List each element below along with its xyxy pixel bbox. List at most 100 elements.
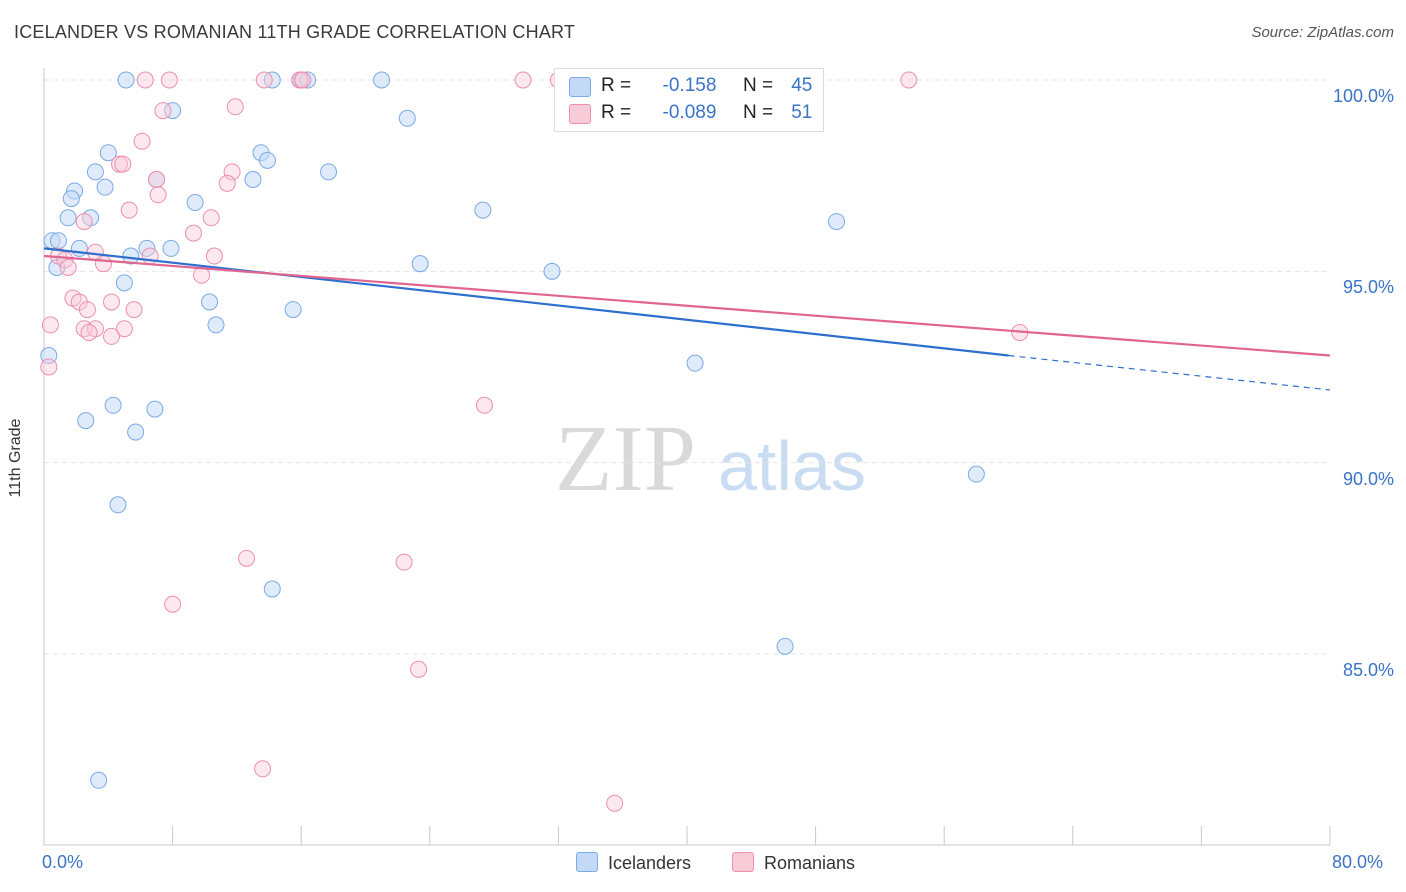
- romanians-legend-label: Romanians: [764, 853, 856, 873]
- watermark: ZIP atlas: [555, 407, 866, 511]
- romanians-point: [125, 301, 143, 319]
- icelanders-legend-label: Icelanders: [608, 853, 692, 873]
- romanians-point: [900, 71, 918, 89]
- icelanders-point: [543, 262, 561, 280]
- romanians-point: [136, 71, 154, 89]
- icelanders-point: [398, 109, 416, 127]
- romanians-point: [115, 320, 133, 338]
- icelanders-point: [967, 465, 985, 483]
- romanians-point: [94, 255, 112, 273]
- chart-title: ICELANDER VS ROMANIAN 11TH GRADE CORRELA…: [14, 22, 576, 42]
- icelanders-point: [127, 423, 145, 441]
- icelanders-point: [686, 354, 704, 372]
- romanians-point: [114, 155, 132, 173]
- icelanders-point: [104, 396, 122, 414]
- icelanders-point: [284, 301, 302, 319]
- icelanders-point: [99, 144, 117, 162]
- icelanders-legend-swatch: [576, 852, 598, 872]
- icelanders-point: [77, 412, 95, 430]
- r-label: R =: [601, 75, 632, 96]
- romanians-point: [226, 98, 244, 116]
- romanians-point: [218, 174, 236, 192]
- y-tick-label: 85.0%: [1342, 660, 1394, 680]
- romanians-swatch: [569, 104, 591, 124]
- icelanders-point: [59, 209, 77, 227]
- bottom-legend-icelanders: Icelanders: [576, 852, 691, 874]
- romanians-r: -0.089: [662, 102, 717, 123]
- icelanders-point: [62, 190, 80, 208]
- icelanders-point: [244, 170, 262, 188]
- romanians-point: [238, 549, 256, 567]
- icelanders-point: [146, 400, 164, 418]
- n-label: N =: [742, 75, 774, 96]
- icelanders-point: [117, 71, 135, 89]
- romanians-point: [606, 794, 624, 812]
- romanians-point: [103, 327, 121, 345]
- romanians-point: [294, 71, 312, 89]
- icelanders-point: [263, 580, 281, 598]
- romanians-point: [103, 293, 121, 311]
- icelanders-point: [90, 771, 108, 789]
- romanians-point: [255, 71, 273, 89]
- romanians-point: [395, 553, 413, 571]
- romanians-point: [154, 102, 172, 120]
- romanians-point: [59, 259, 77, 277]
- n-label: N =: [742, 102, 774, 123]
- x-tick-min: 0.0%: [42, 852, 84, 872]
- source-label: Source: ZipAtlas.com: [1251, 24, 1394, 41]
- icelanders-point: [474, 201, 492, 219]
- bottom-legend-romanians: Romanians: [732, 852, 855, 874]
- romanians-point: [133, 132, 151, 150]
- icelanders-r: -0.158: [662, 75, 717, 96]
- romanians-legend-swatch: [732, 852, 754, 872]
- romanians-trendline: [43, 254, 1331, 357]
- stats-legend: R = -0.158 N = 45 R = -0.089 N = 51: [554, 68, 824, 132]
- icelanders-point: [258, 151, 276, 169]
- y-tick-label: 95.0%: [1342, 277, 1394, 298]
- icelanders-point: [86, 163, 104, 181]
- romanians-point: [40, 358, 58, 376]
- icelanders-point: [164, 102, 182, 120]
- icelanders-trendline-extension: [1008, 354, 1331, 391]
- icelanders-point: [201, 293, 219, 311]
- x-tick-max: 80.0%: [1332, 852, 1384, 872]
- romanians-point: [205, 247, 223, 265]
- icelanders-point: [162, 239, 180, 257]
- romanians-point: [475, 396, 493, 414]
- romanians-point: [149, 186, 167, 204]
- romanians-point: [202, 209, 220, 227]
- romanians-point: [164, 595, 182, 613]
- icelanders-swatch: [569, 77, 591, 97]
- romanians-point: [514, 71, 532, 89]
- icelanders-point: [109, 496, 127, 514]
- icelanders-point: [96, 178, 114, 196]
- icelanders-point: [207, 316, 225, 334]
- icelanders-point: [186, 193, 204, 211]
- romanians-point: [160, 71, 178, 89]
- romanians-point: [75, 213, 93, 231]
- icelanders-trendline: [43, 247, 1009, 357]
- y-tick-label: 90.0%: [1342, 468, 1394, 489]
- r-label: R =: [601, 102, 632, 123]
- icelanders-n: 45: [791, 75, 813, 96]
- romanians-n: 51: [791, 102, 813, 123]
- romanians-point: [120, 201, 138, 219]
- romanians-point: [254, 760, 272, 778]
- romanians-point: [148, 170, 166, 188]
- icelanders-point: [411, 255, 429, 273]
- y-tick-label: 100.0%: [1332, 86, 1394, 106]
- icelanders-point: [49, 232, 67, 250]
- icelanders-point: [320, 163, 338, 181]
- watermark-atlas: atlas: [718, 427, 866, 505]
- romanians-point: [78, 301, 96, 319]
- icelanders-point: [373, 71, 391, 89]
- romanians-point: [80, 324, 98, 342]
- icelanders-point: [827, 213, 845, 231]
- romanians-point: [410, 660, 428, 678]
- icelanders-point: [776, 637, 794, 655]
- romanians-point: [184, 224, 202, 242]
- icelanders-point: [115, 274, 133, 292]
- watermark-zip: ZIP: [555, 407, 696, 511]
- romanians-point: [41, 316, 59, 334]
